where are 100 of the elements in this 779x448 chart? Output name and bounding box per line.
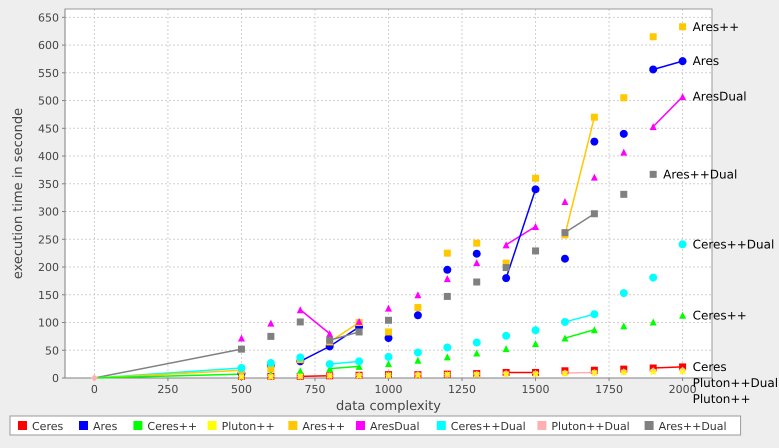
point — [532, 223, 540, 230]
text: AresDual — [692, 90, 747, 104]
point — [326, 330, 334, 338]
point — [444, 353, 451, 360]
point — [650, 170, 657, 178]
y-tick-label: 350 — [38, 178, 59, 191]
y-tick-label: 650 — [38, 11, 59, 24]
point — [385, 360, 392, 368]
legend-label: Ares++Dual — [658, 420, 727, 433]
point — [414, 304, 422, 312]
point — [561, 198, 568, 206]
point — [267, 320, 274, 327]
point — [414, 356, 422, 364]
point — [532, 185, 540, 194]
y-tick-label: 200 — [38, 261, 59, 274]
point — [473, 259, 480, 266]
legend-label: Ares++ — [302, 420, 346, 433]
point — [296, 353, 304, 362]
point — [679, 312, 686, 319]
x-tick-label: 500 — [230, 383, 252, 396]
y-tick-label: 0 — [52, 372, 59, 385]
y-tick-label: 600 — [38, 39, 59, 52]
text: Ceres — [692, 360, 727, 374]
x-tick-label: 250 — [157, 383, 178, 396]
x-tick-label: 1250 — [448, 383, 476, 396]
point — [649, 274, 658, 282]
point — [532, 247, 540, 254]
legend-label: Pluton++Dual — [551, 420, 630, 433]
point — [385, 304, 392, 312]
x-tick-label: 0 — [90, 383, 98, 396]
y-axis-title: execution time in seconde — [11, 108, 26, 280]
y-tick-label: 100 — [38, 316, 59, 330]
point — [532, 174, 540, 182]
point — [296, 306, 304, 314]
x-axis-title: data complexity — [336, 399, 442, 414]
point — [266, 359, 275, 368]
point — [473, 278, 480, 286]
point — [444, 292, 451, 300]
point — [532, 340, 540, 348]
point — [561, 334, 568, 342]
point — [414, 348, 422, 356]
point — [444, 250, 451, 257]
point — [590, 114, 598, 121]
x-tick-label: 1500 — [522, 383, 550, 396]
point — [473, 240, 480, 247]
point — [650, 318, 657, 326]
x-tick-label: 1000 — [374, 383, 402, 396]
text: Ceres++ — [692, 308, 747, 322]
point — [472, 338, 481, 346]
point — [590, 174, 598, 181]
y-tick-label: 50 — [45, 344, 59, 358]
point — [356, 328, 363, 336]
point — [620, 190, 628, 198]
point — [679, 93, 686, 100]
point — [532, 326, 540, 334]
point — [590, 310, 598, 318]
text: Ares++ — [692, 20, 740, 34]
point — [502, 274, 510, 282]
point — [649, 65, 658, 74]
y-tick-label: 150 — [38, 288, 59, 302]
point — [444, 275, 451, 282]
point — [238, 346, 245, 353]
y-tick-label: 250 — [38, 233, 59, 246]
legend-label: Ceres — [32, 420, 64, 433]
text: Ceres++Dual — [692, 237, 774, 252]
point — [560, 318, 569, 326]
point — [590, 138, 598, 146]
point — [296, 318, 304, 326]
y-tick-label: 550 — [38, 66, 59, 80]
y-tick-label: 500 — [38, 94, 59, 108]
point — [650, 33, 657, 40]
point — [384, 352, 392, 361]
y-tick-label: 450 — [38, 122, 59, 136]
text: Ares++Dual — [663, 167, 738, 182]
point — [502, 264, 510, 272]
legend-label: Ares — [93, 420, 118, 433]
point — [678, 57, 687, 66]
text: Pluton++ — [692, 392, 751, 406]
point — [560, 254, 569, 263]
point — [90, 374, 98, 382]
point — [238, 334, 245, 342]
legend-label: AresDual — [370, 420, 420, 433]
point — [620, 148, 628, 156]
point — [443, 266, 452, 274]
text: Ares — [692, 54, 720, 68]
point — [443, 343, 452, 352]
point — [326, 360, 334, 368]
point — [620, 130, 628, 138]
point — [590, 326, 598, 334]
point — [502, 332, 510, 340]
point — [620, 94, 628, 102]
y-tick-label: 300 — [38, 206, 59, 219]
point — [502, 345, 510, 352]
point — [650, 123, 657, 130]
point — [472, 250, 481, 258]
point — [679, 23, 686, 30]
legend-label: Ceres++ — [147, 420, 198, 433]
point — [502, 241, 510, 248]
point — [385, 316, 392, 324]
legend-label: Pluton++ — [222, 420, 275, 433]
